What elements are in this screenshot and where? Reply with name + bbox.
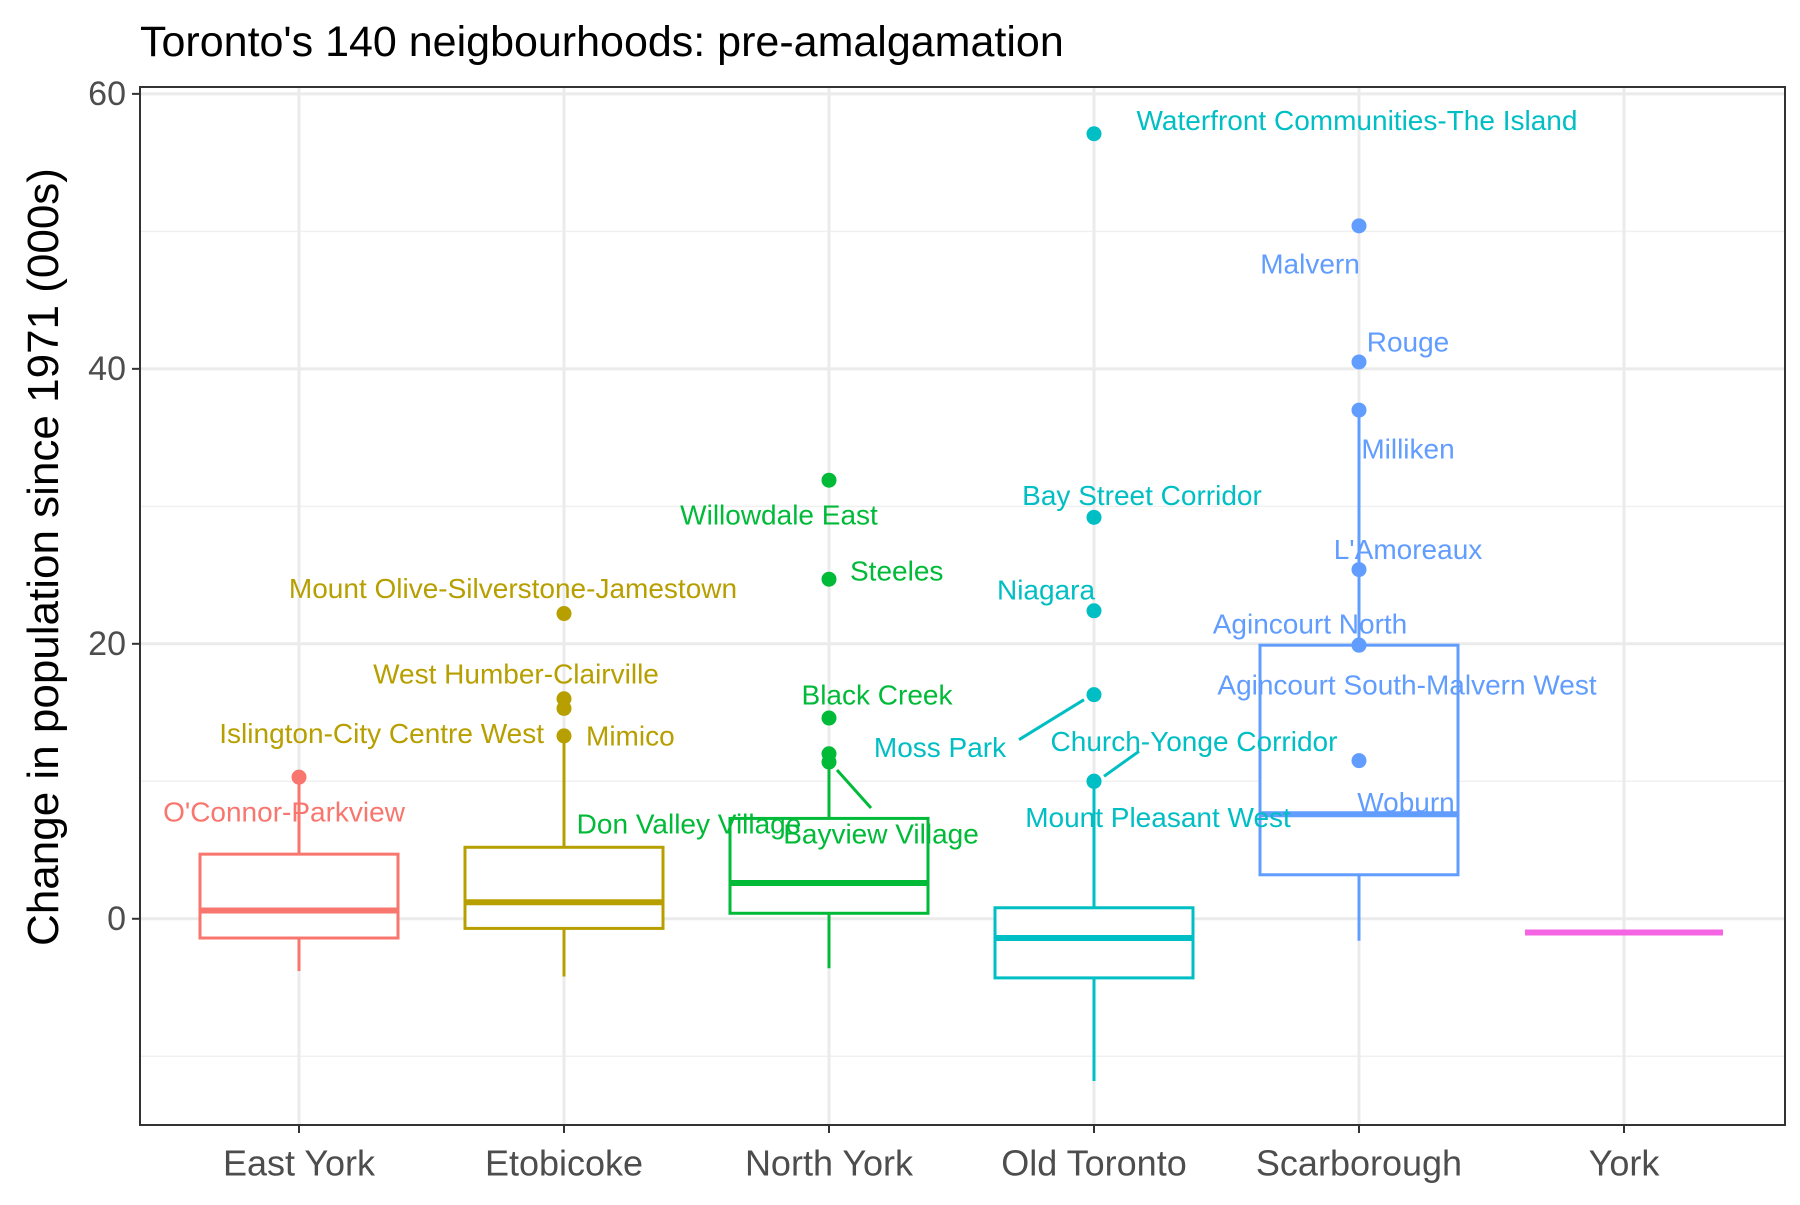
outlier-point <box>556 606 572 622</box>
outlier-point <box>821 710 837 726</box>
box-iqr <box>463 845 665 930</box>
x-tick-label: Old Toronto <box>1001 1143 1186 1184</box>
box-north-york <box>728 762 930 969</box>
box-east-york <box>198 777 400 972</box>
y-tick-label: 60 <box>88 75 126 113</box>
outlier-point <box>1086 603 1102 619</box>
outlier-point <box>1351 562 1367 578</box>
outlier-label: Agincourt South-Malvern West <box>1217 670 1596 701</box>
outlier-point <box>1086 509 1102 525</box>
outlier-label: Agincourt North <box>1213 609 1408 640</box>
outlier-label: Woburn <box>1357 787 1455 818</box>
outlier-point <box>821 472 837 488</box>
label-leader-line <box>1018 698 1085 741</box>
outlier-point <box>1086 773 1102 789</box>
x-tick-label: Scarborough <box>1256 1143 1462 1184</box>
outlier-point <box>1351 402 1367 418</box>
panel-border <box>139 86 1786 1126</box>
outlier-point <box>821 571 837 587</box>
outlier-label: Waterfront Communities-The Island <box>1137 105 1578 136</box>
outlier-label: Church-Yonge Corridor <box>1051 726 1338 757</box>
outlier-point <box>1086 126 1102 142</box>
outlier-point <box>291 769 307 785</box>
label-leader-line <box>835 769 873 810</box>
outlier-label: Bayview Village <box>783 819 979 850</box>
outlier-label: Mimico <box>586 720 675 751</box>
outlier-label: West Humber-Clairville <box>373 658 659 689</box>
outlier-point <box>1351 753 1367 769</box>
outlier-label: Niagara <box>997 574 1095 605</box>
outlier-label: Black Creek <box>802 680 954 711</box>
outlier-label: Rouge <box>1367 326 1450 357</box>
x-tick-label: North York <box>745 1143 914 1184</box>
x-tick-label: Etobicoke <box>485 1143 643 1184</box>
outlier-point <box>1086 687 1102 703</box>
x-tick-label: East York <box>223 1143 376 1184</box>
outlier-label: Willowdale East <box>680 500 878 531</box>
outlier-label: Malvern <box>1260 248 1360 279</box>
label-leader-line <box>1103 750 1140 778</box>
x-tick-label: York <box>1589 1143 1661 1184</box>
outlier-point <box>1351 218 1367 234</box>
outlier-label: Islington-City Centre West <box>219 718 544 749</box>
outlier-label: O'Connor-Parkview <box>163 797 406 828</box>
outlier-label: Bay Street Corridor <box>1022 480 1262 511</box>
outlier-label: Milliken <box>1361 434 1454 465</box>
box-iqr <box>993 906 1195 980</box>
outlier-label: Mount Pleasant West <box>1025 802 1291 833</box>
y-tick-label: 20 <box>88 625 126 663</box>
y-tick-label: 0 <box>107 900 126 938</box>
box-old-toronto <box>993 781 1195 1082</box>
outlier-label: L'Amoreaux <box>1334 534 1483 565</box>
outlier-point <box>1351 354 1367 370</box>
outlier-point <box>1351 637 1367 653</box>
y-axis-label: Change in population since 1971 (000s) <box>19 168 68 946</box>
outlier-label: Moss Park <box>874 732 1007 763</box>
box-iqr <box>198 852 400 940</box>
box-etobicoke <box>463 735 665 977</box>
outlier-point <box>556 728 572 744</box>
outlier-labels: O'Connor-Parkview Mount Olive-Silverstone… <box>163 105 1597 849</box>
outlier-points <box>291 126 1367 789</box>
box-iqr <box>728 816 930 915</box>
outlier-point <box>821 754 837 770</box>
outlier-label: Don Valley Village <box>577 808 802 839</box>
axes: 0 20 40 60 East York Etobicoke North York Old T… <box>88 75 1660 1184</box>
outlier-label: Mount Olive-Silverstone-Jamestown <box>289 573 737 604</box>
outlier-label: Steeles <box>850 556 943 587</box>
chart-title: Toronto's 140 neigbourhoods: pre-amalgam… <box>140 18 1064 66</box>
y-tick-label: 40 <box>88 350 126 388</box>
outlier-point <box>556 700 572 716</box>
